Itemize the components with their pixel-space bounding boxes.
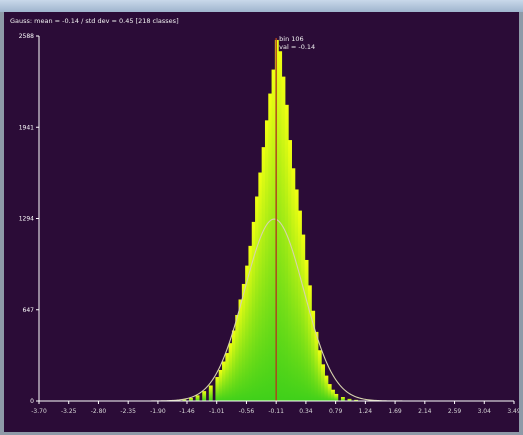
histogram-bar: [235, 314, 240, 401]
histogram-bar: [291, 168, 296, 401]
x-tick-label: -2.80: [91, 408, 107, 415]
x-tick-label: 0.79: [329, 408, 343, 415]
histogram-bar: [215, 377, 220, 401]
histogram-bar: [354, 399, 359, 401]
histogram-bar: [321, 364, 326, 401]
x-tick-label: -0.11: [268, 408, 284, 415]
histogram-bar: [307, 285, 312, 401]
y-tick-label: 1294: [19, 216, 34, 223]
histogram-bar: [182, 399, 187, 401]
histogram-bar: [324, 375, 329, 401]
histogram-bar: [208, 385, 213, 401]
histogram-bar: [304, 259, 309, 401]
histogram-bar: [255, 196, 259, 401]
histogram-bar: [278, 51, 283, 401]
x-tick-label: 3.49: [507, 408, 519, 415]
histogram-bar: [258, 172, 263, 401]
y-tick-label: 1941: [19, 124, 34, 131]
x-tick-label: 2.59: [448, 408, 462, 415]
histogram-bar: [294, 189, 299, 401]
histogram-bar: [288, 140, 292, 401]
bars-group: [175, 39, 359, 402]
histogram-bar: [228, 343, 233, 401]
histogram-bar: [218, 369, 223, 401]
histogram-bar: [195, 395, 200, 401]
histogram-bar: [251, 221, 256, 401]
x-tick-label: -3.70: [31, 408, 47, 415]
x-tick-label: 1.24: [359, 408, 373, 415]
y-tick-label: 647: [23, 307, 35, 314]
histogram-bar: [311, 310, 316, 401]
histogram-bar: [261, 147, 266, 401]
histogram-chart: Gauss: mean = -0.14 / std dev = 0.45 [21…: [10, 17, 519, 415]
axes-group: 2588 1941 1294 647 0 -3.70 -3.25 -2.80 -2.35 -1.9…: [19, 33, 519, 415]
histogram-bar: [347, 398, 352, 401]
x-tick-label: -1.46: [179, 408, 195, 415]
histogram-bar: [317, 350, 322, 401]
histogram-bar: [301, 234, 306, 401]
histogram-bar: [231, 330, 236, 401]
y-tick-label: 0: [30, 398, 34, 405]
x-tick-label: -1.90: [150, 408, 166, 415]
histogram-bar: [268, 93, 273, 401]
x-tick-label: 3.04: [478, 408, 492, 415]
histogram-bar: [238, 299, 243, 401]
histogram-bar: [314, 331, 319, 401]
histogram-bar: [281, 76, 286, 402]
x-tick-label: 1.69: [388, 408, 402, 415]
histogram-bar: [189, 397, 193, 401]
histogram-bar: [245, 265, 250, 401]
histogram-bar: [327, 384, 332, 401]
histogram-bar: [241, 283, 246, 401]
window-top-edge: [0, 0, 523, 12]
histogram-bar: [284, 104, 289, 401]
x-tick-label: 2.14: [418, 408, 432, 415]
histogram-bar: [222, 361, 226, 401]
marker-label-bin: bin 106: [279, 35, 304, 43]
histogram-bar: [298, 210, 302, 401]
x-tick-label: 0.34: [299, 408, 313, 415]
x-tick-label: -3.25: [61, 408, 77, 415]
histogram-bar: [225, 353, 230, 401]
histogram-bar: [248, 245, 253, 401]
chart-title: Gauss: mean = -0.14 / std dev = 0.45 [21…: [10, 17, 179, 25]
marker-label-value: val = -0.14: [279, 43, 315, 51]
x-tick-label: -1.01: [209, 408, 225, 415]
histogram-bar: [271, 69, 276, 401]
x-tick-label: -0.56: [239, 408, 255, 415]
histogram-bar: [264, 120, 269, 401]
histogram-bar: [202, 391, 207, 401]
plot-area: Gauss: mean = -0.14 / std dev = 0.45 [21…: [4, 12, 519, 432]
y-tick-label: 2588: [19, 33, 34, 40]
histogram-bar: [334, 393, 339, 401]
histogram-bar: [340, 397, 345, 401]
histogram-bar: [331, 389, 335, 401]
x-tick-label: -2.35: [120, 408, 136, 415]
